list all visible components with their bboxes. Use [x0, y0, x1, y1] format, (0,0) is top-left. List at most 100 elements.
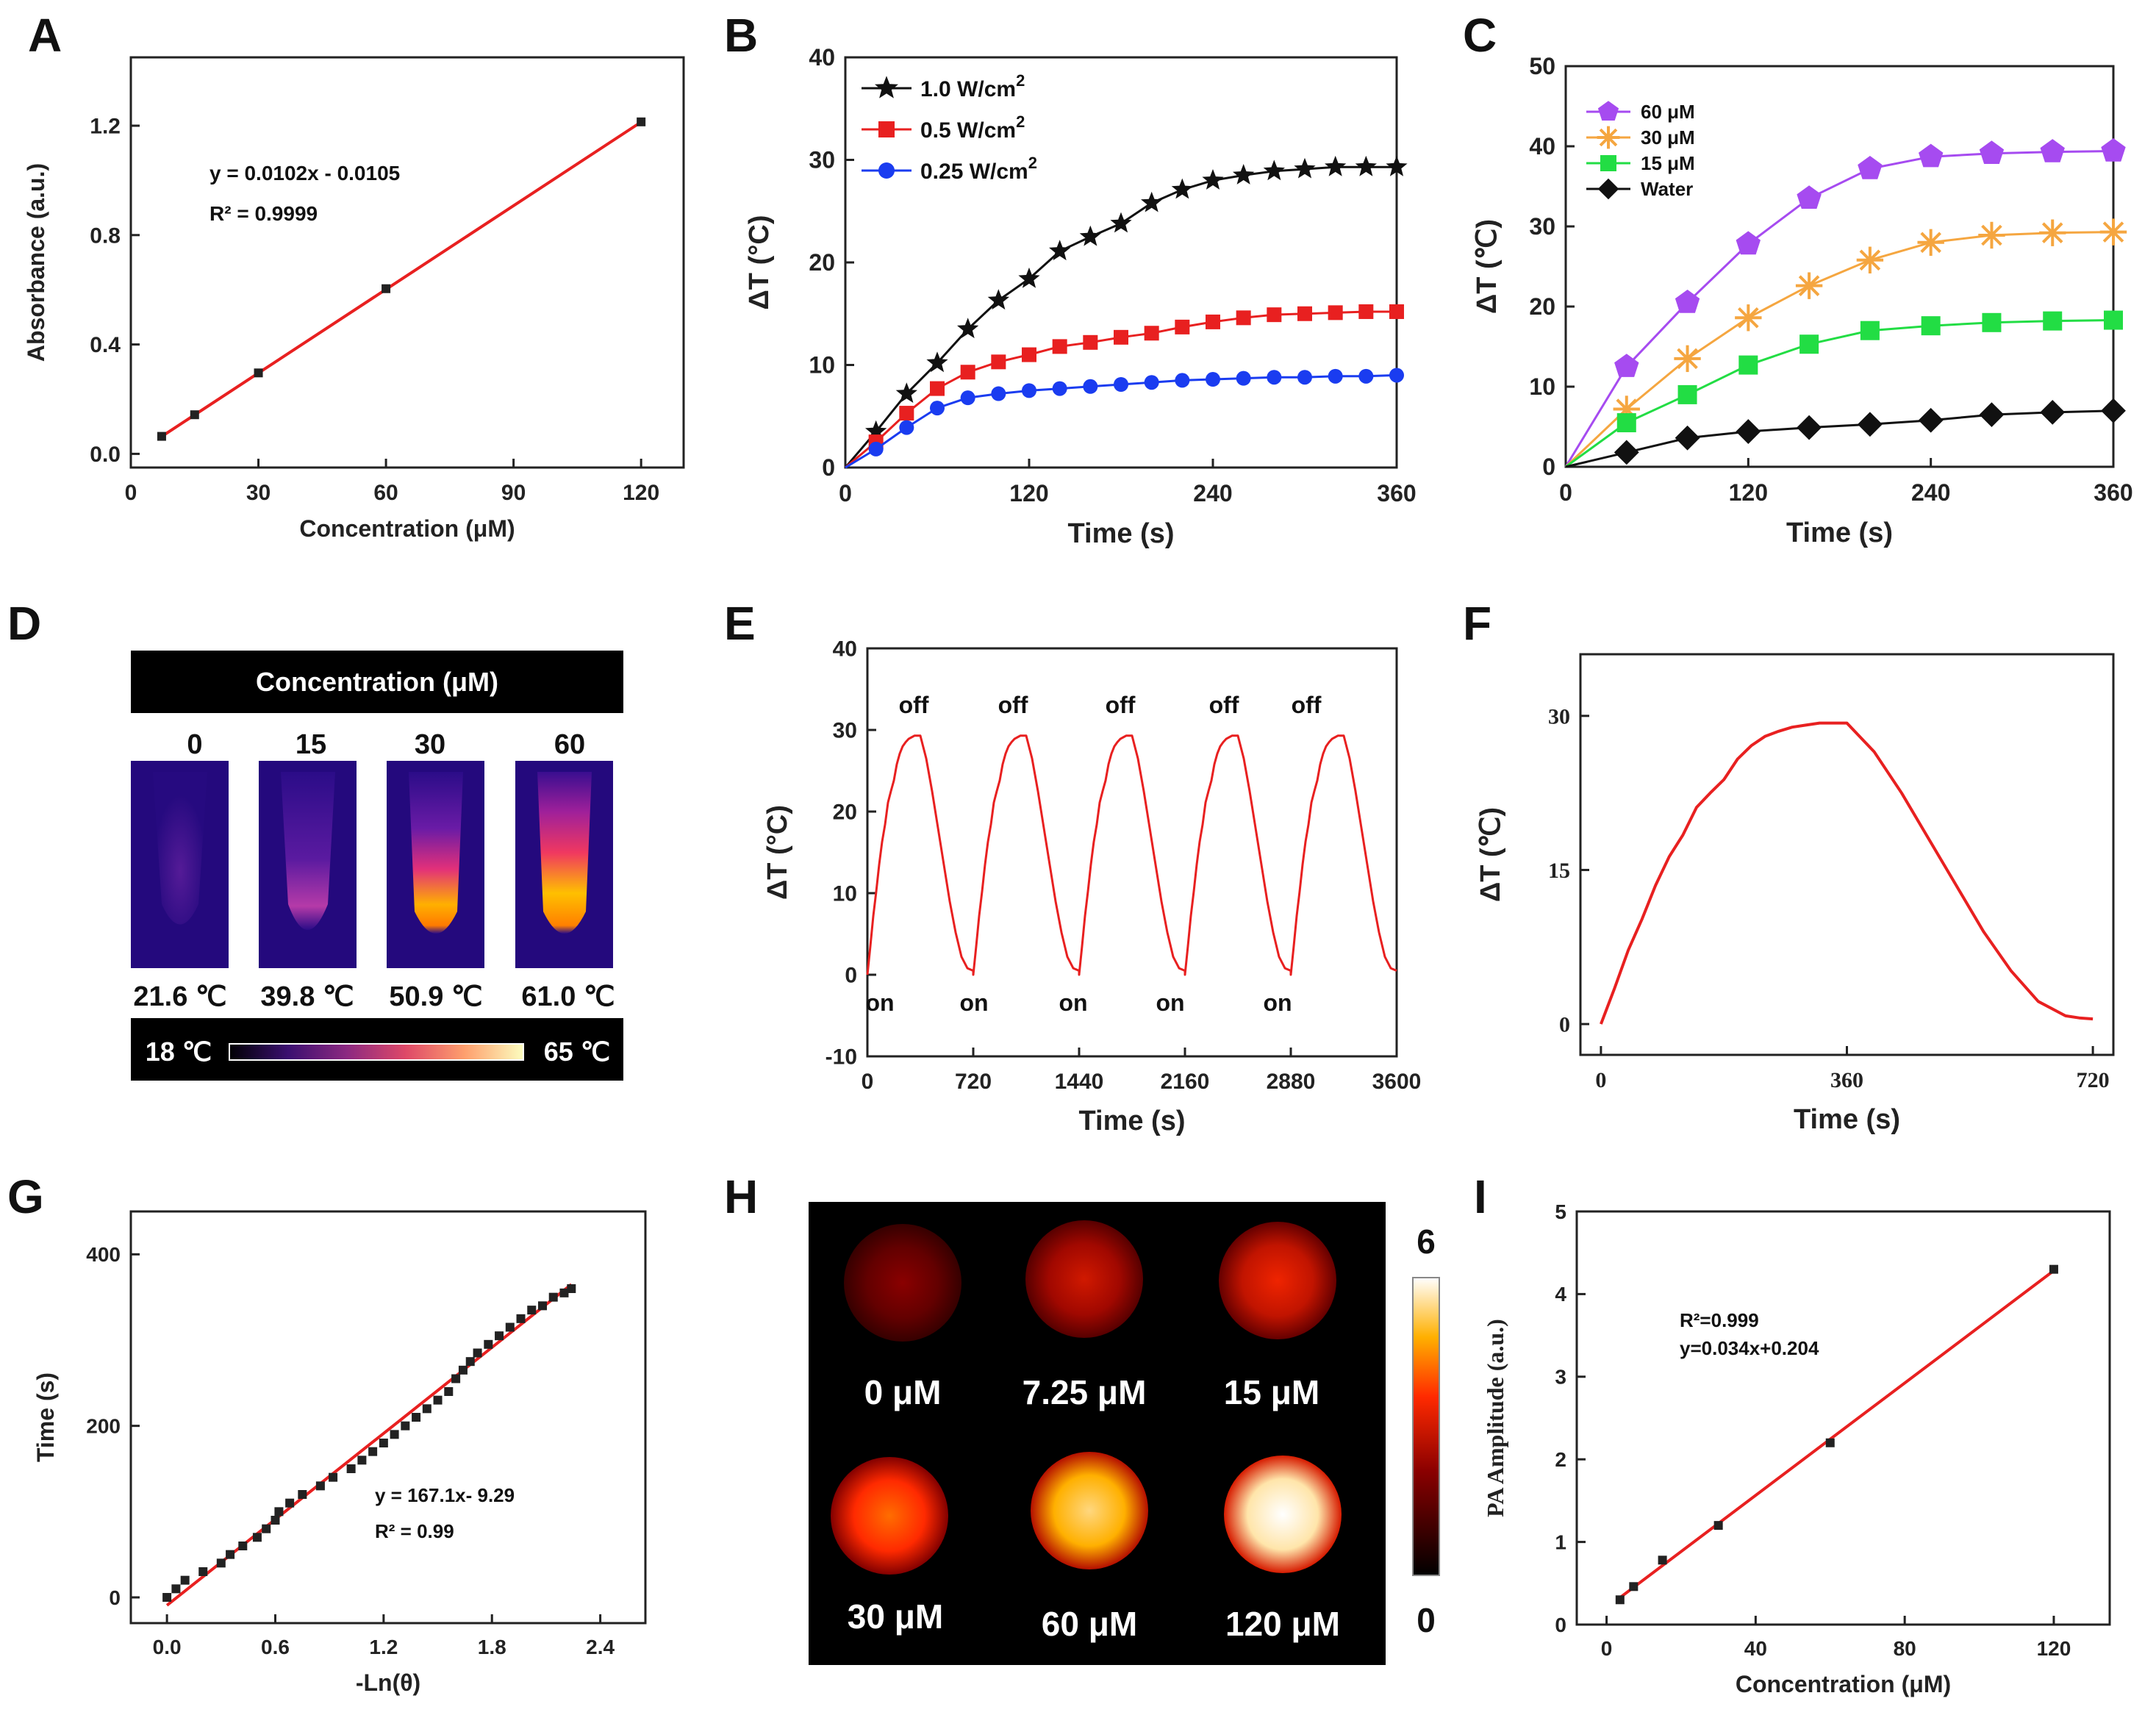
x-axis-label: Time (s) — [1078, 1106, 1185, 1136]
data-point — [401, 1421, 410, 1431]
pa-label-0: 0 μM — [864, 1373, 942, 1411]
data-point — [465, 1357, 475, 1367]
data-point — [458, 1365, 468, 1375]
data-point — [1297, 306, 1312, 321]
pa-spot — [1224, 1456, 1342, 1573]
data-point — [368, 1447, 378, 1456]
x-tick-label: 120 — [623, 481, 659, 505]
legend-label: 1.0 W/cm2 — [920, 71, 1025, 101]
pa-spot — [1025, 1220, 1143, 1338]
y-tick-label: 10 — [809, 352, 835, 379]
data-point — [1267, 307, 1282, 323]
pa-spot — [844, 1224, 961, 1342]
data-point — [1614, 440, 1639, 465]
data-point — [1674, 345, 1701, 373]
pa-spot — [1031, 1452, 1148, 1569]
plot-frame-a — [129, 56, 685, 469]
data-point — [1144, 326, 1159, 341]
data-point — [226, 1550, 235, 1559]
data-point — [960, 390, 975, 406]
off-label: off — [1209, 692, 1239, 718]
data-point — [1917, 229, 1944, 256]
data-point — [926, 351, 948, 373]
series-line — [1564, 150, 2114, 468]
data-point — [1736, 419, 1761, 444]
data-point — [1735, 304, 1762, 332]
on-label: on — [1059, 989, 1087, 1016]
x-tick-label: 0.0 — [153, 1636, 182, 1658]
data-point — [987, 289, 1009, 310]
fit-line — [160, 121, 642, 438]
data-point — [930, 381, 945, 396]
x-tick-label: 2880 — [1267, 1070, 1316, 1094]
data-point — [1795, 272, 1823, 299]
x-tick-label: 720 — [955, 1070, 992, 1094]
x-tick-label: 1.8 — [478, 1636, 506, 1658]
legend-marker — [1597, 101, 1619, 121]
x-tick-label: 360 — [2094, 479, 2132, 506]
data-point — [433, 1395, 443, 1405]
data-point — [1825, 1438, 1835, 1447]
cycling-curve — [866, 734, 1397, 976]
data-point — [1919, 143, 1944, 168]
data-point — [1799, 334, 1819, 354]
y-axis-label: PA Amplitude (a.u.) — [1482, 1319, 1508, 1517]
data-point — [1079, 225, 1101, 246]
pa-spot — [831, 1457, 948, 1575]
data-point — [1797, 415, 1822, 440]
data-point — [1736, 231, 1761, 255]
y-tick-label: 1.2 — [90, 115, 121, 139]
data-point — [1171, 178, 1193, 199]
data-point — [1114, 329, 1128, 345]
y-tick-label: 10 — [833, 882, 857, 906]
x-tick-label: 120 — [1729, 479, 1768, 506]
y-tick-label: 200 — [86, 1414, 121, 1437]
data-point — [1018, 267, 1040, 288]
data-point — [346, 1464, 356, 1473]
y-tick-label: 10 — [1529, 373, 1555, 400]
panel-letter-a: A — [28, 9, 62, 62]
x-axis-label: Concentration (μM) — [299, 515, 515, 542]
x-tick-label: 120 — [1009, 480, 1048, 506]
data-point — [538, 1301, 547, 1311]
asterisk-stroke — [1798, 275, 1820, 296]
thermal-tube-0 — [131, 761, 229, 968]
x-axis-label: Time (s) — [1794, 1104, 1900, 1135]
data-point — [1297, 370, 1312, 385]
panel-d-conc-3: 60 — [554, 729, 585, 760]
data-point — [1858, 156, 1883, 179]
legend-marker — [1597, 178, 1619, 200]
y-tick-label: 0 — [1542, 454, 1555, 480]
data-point — [451, 1374, 461, 1383]
panel-letter-d: D — [7, 597, 41, 650]
data-point — [382, 284, 391, 293]
on-label: on — [959, 989, 988, 1016]
data-point — [1860, 321, 1880, 340]
off-label: off — [998, 692, 1028, 718]
panel-d-header-bar — [131, 651, 623, 713]
data-point — [1206, 314, 1220, 329]
data-point — [1675, 425, 1700, 451]
data-point — [1615, 1595, 1625, 1605]
legend-label: Water — [1641, 178, 1693, 200]
on-label: on — [1156, 989, 1184, 1016]
legend-label: 30 μM — [1641, 126, 1695, 148]
data-point — [329, 1472, 338, 1482]
y-tick-label: 15 — [1548, 859, 1570, 883]
data-point — [516, 1314, 526, 1323]
y-tick-label: 20 — [809, 249, 835, 276]
chart-i: 0 40 80 120 0 1 2 3 4 5 Concentration (μM) PA Ampli… — [1482, 1200, 2111, 1697]
series-line — [1565, 409, 2114, 468]
data-point — [1083, 334, 1098, 350]
data-point — [899, 406, 914, 421]
data-point — [2039, 219, 2066, 246]
y-tick-label: 2 — [1555, 1448, 1566, 1471]
fit-equation: y = 167.1x- 9.29 — [375, 1484, 515, 1506]
data-point — [559, 1288, 569, 1297]
legend-superscript: 2 — [1028, 154, 1037, 172]
data-point — [1358, 304, 1374, 319]
data-point — [1389, 304, 1404, 319]
on-label: on — [1263, 989, 1292, 1016]
series-line — [1565, 319, 2114, 468]
